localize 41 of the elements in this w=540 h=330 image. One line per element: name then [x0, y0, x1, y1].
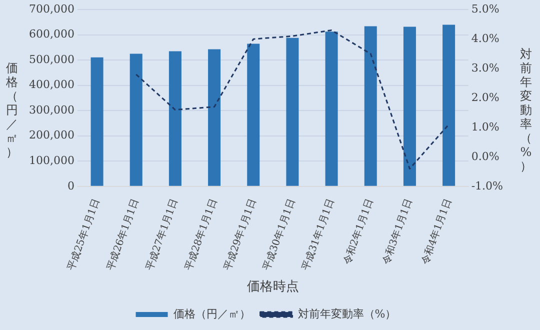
x-tick-label: 令和3年1月1日 [380, 197, 415, 266]
x-tick-label: 平成26年1月1日 [104, 197, 142, 272]
x-tick-label: 平成29年1月1日 [222, 197, 259, 272]
bar [247, 44, 260, 186]
y2-tick-label: 4.0% [471, 32, 500, 45]
y-tick-label: 200,000 [28, 128, 74, 142]
y2-tick-label: 3.0% [471, 61, 500, 74]
x-tick-label: 平成30年1月1日 [260, 197, 298, 272]
y2-tick-label: 0.0% [471, 150, 500, 163]
bar [90, 57, 104, 186]
y-tick-label: 100,000 [28, 154, 74, 167]
x-tick-label: 令和2年1月1日 [340, 197, 376, 266]
bar [208, 49, 221, 186]
legend-label: 対前年変動率（%） [298, 307, 396, 320]
bar [403, 26, 416, 186]
x-tick-label: 平成27年1月1日 [143, 197, 180, 272]
bar [286, 38, 299, 186]
y-tick-label: 0 [67, 179, 74, 192]
bar [130, 54, 142, 186]
y2-tick-label: -1.0% [471, 179, 504, 192]
bar [364, 26, 377, 186]
y-tick-label: 700,000 [28, 2, 74, 16]
bar [168, 51, 182, 186]
y2-tick-label: 1.0% [471, 120, 500, 134]
x-tick-label: 平成31年1月1日 [300, 197, 337, 272]
y-tick-label: 500,000 [28, 52, 74, 66]
x-tick-label: 令和4年1月1日 [419, 197, 454, 266]
y-tick-label: 600,000 [28, 28, 74, 41]
x-axis-title: 価格時点 [246, 280, 299, 295]
bar [442, 24, 456, 186]
legend-label: 価格（円／㎡） [173, 307, 250, 320]
y2-tick-label: 5.0% [471, 2, 500, 16]
x-tick-label: 平成28年1月1日 [182, 197, 220, 272]
y-axis-title: 価格（円／㎡） [6, 61, 18, 159]
line-series [135, 29, 450, 170]
y-tick-label: 300,000 [28, 103, 74, 116]
x-tick-label: 平成25年1月1日 [65, 197, 102, 272]
bar [325, 32, 338, 186]
y-tick-label: 400,000 [28, 78, 74, 92]
y2-tick-label: 2.0% [471, 90, 500, 104]
text: 対前年変動率（%） [520, 47, 532, 173]
